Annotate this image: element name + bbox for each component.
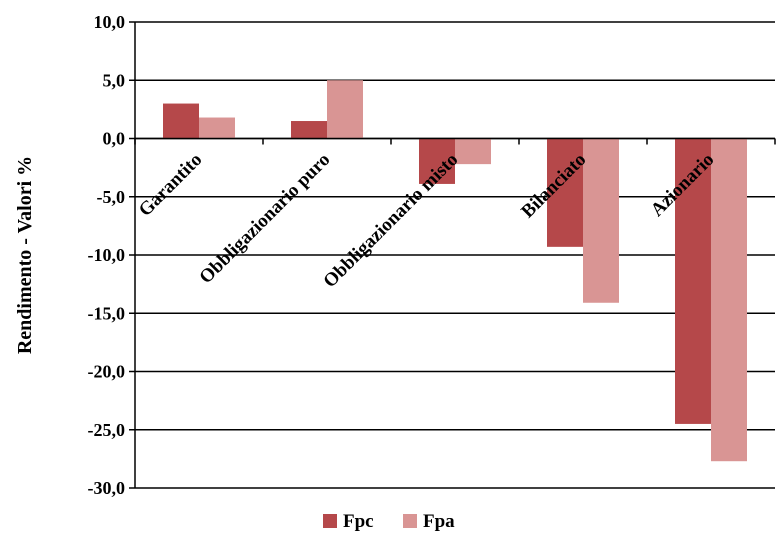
category-label: Garantito — [135, 149, 207, 221]
bar-fpc-0 — [163, 103, 199, 139]
bar-fpc-2 — [419, 138, 455, 184]
bar-fpa-1 — [327, 80, 363, 139]
bar-fpa-2 — [455, 138, 491, 165]
y-tick-label: -10,0 — [88, 245, 126, 265]
y-tick-label: -25,0 — [88, 420, 126, 440]
y-tick-label: -15,0 — [88, 303, 126, 323]
legend: Fpc Fpa — [323, 511, 455, 532]
y-tick-label: 5,0 — [103, 70, 126, 90]
bar-fpa-3 — [583, 138, 619, 303]
category-label: Obbligazionario puro — [195, 149, 334, 288]
y-tick-label: -30,0 — [88, 478, 126, 498]
y-tick-label: 10,0 — [94, 12, 126, 32]
y-tick-label: -20,0 — [88, 362, 126, 382]
bar-fpc-4 — [675, 138, 711, 424]
y-tick-labels: 10,0 5,0 0,0 -5,0 -10,0 -15,0 -20,0 -25,0 -30,0 — [88, 12, 126, 498]
legend-label-fpc: Fpc — [343, 511, 374, 532]
bars — [163, 80, 747, 462]
y-tick-label: -5,0 — [97, 187, 126, 207]
legend-label-fpa: Fpa — [423, 511, 455, 532]
bar-fpc-3 — [547, 138, 583, 247]
axes — [129, 21, 776, 489]
y-axis-title: Rendimento - Valori % — [14, 156, 36, 354]
y-tick-label: 0,0 — [103, 129, 126, 149]
category-label: Obbligazionario misto — [320, 149, 463, 292]
bar-fpa-0 — [199, 117, 235, 139]
bar-fpc-1 — [291, 121, 327, 139]
legend-swatch-fpc — [323, 514, 337, 528]
bar-fpa-4 — [711, 138, 747, 462]
legend-swatch-fpa — [403, 514, 417, 528]
